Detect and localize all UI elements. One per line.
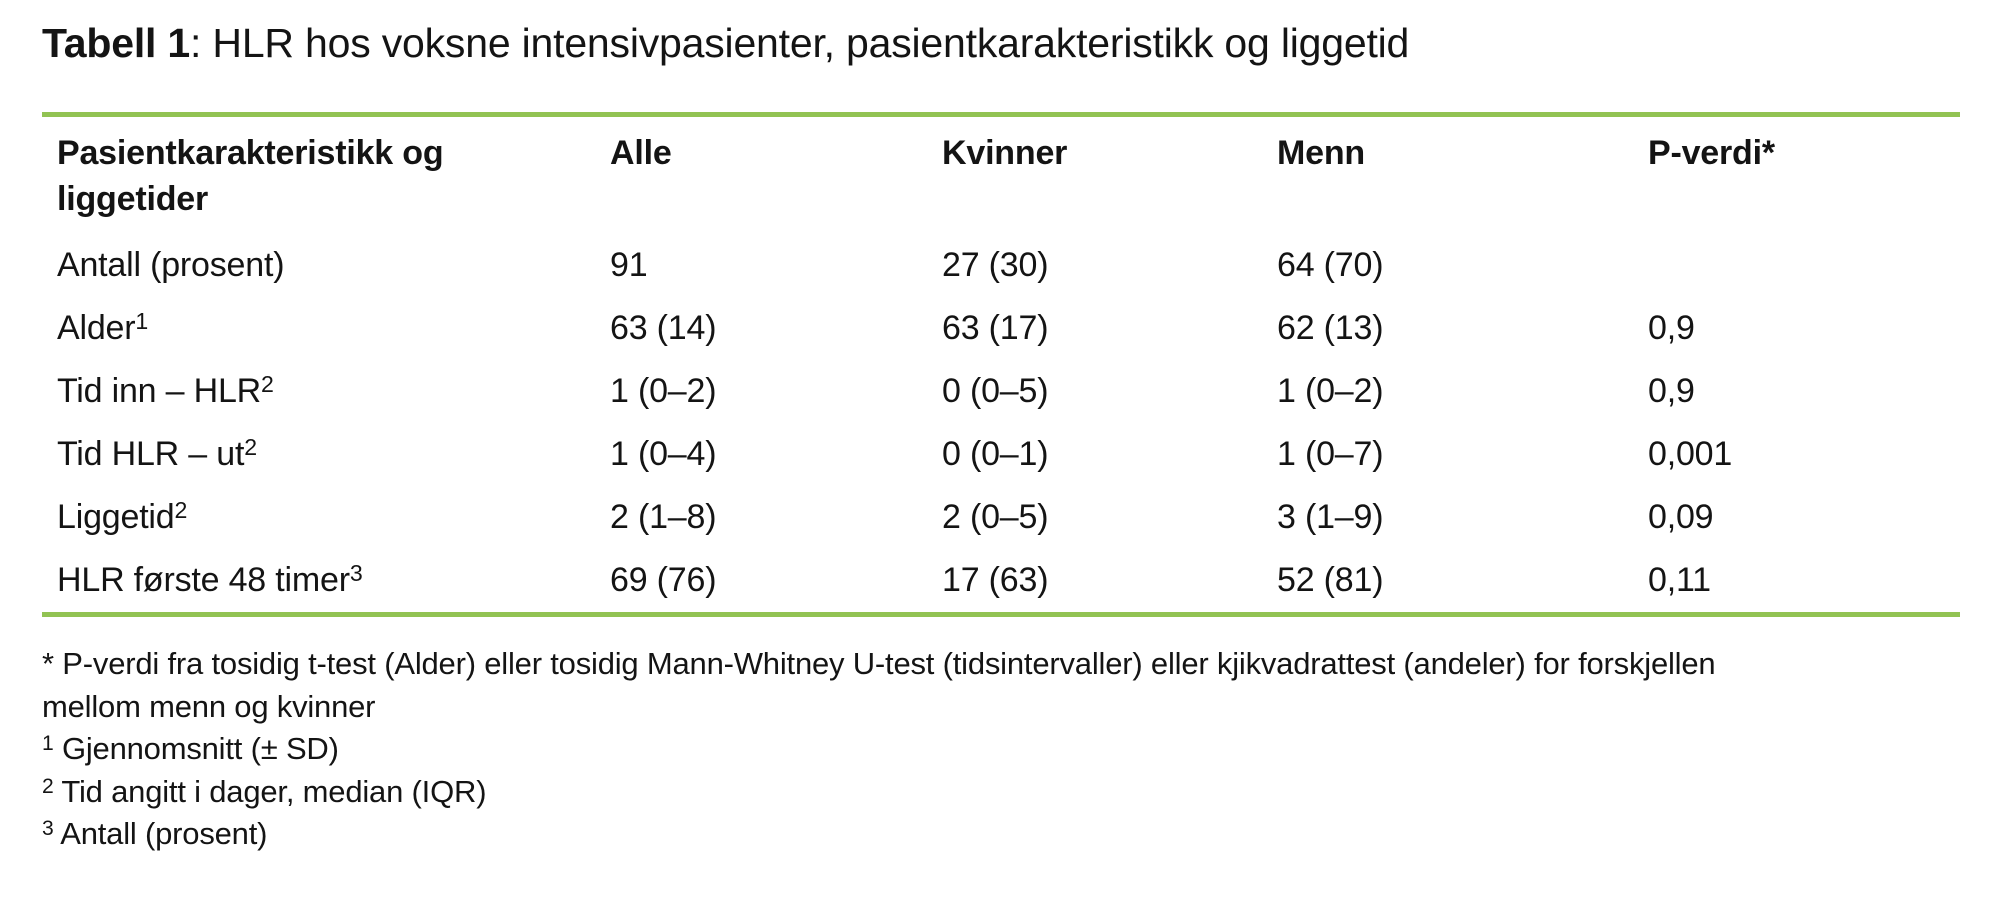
cell-menn: 3 (1–9) [1277,498,1384,536]
footnote-marker: 3 [42,817,54,841]
footnote-reference: 1 [135,308,149,335]
cell-kvinner: 17 (63) [942,561,1049,599]
row-label: Liggetid2 [57,497,188,536]
footnote-marker: 2 [42,774,54,798]
cell-kvinner: 2 (0–5) [942,498,1049,536]
cell-p-verdi [1633,234,1960,297]
patient-characteristics-table: Pasientkarakteristikk og liggetider Alle… [42,112,1960,617]
footnote-text: Tid angitt i dager, median (IQR) [61,773,487,809]
column-header-menn: Menn [1277,134,1365,172]
footnote-text: mellom menn og kvinner [42,688,376,724]
footnote-reference: 2 [244,434,257,461]
cell-alle: 1 (0–2) [610,372,717,410]
cell-alle: 69 (76) [610,561,717,599]
cell-p-verdi: 0,001 [1648,435,1733,473]
table-title-label: Tabell 1 [42,20,191,66]
cell-menn: 52 (81) [1277,561,1384,599]
cell-kvinner: 0 (0–1) [942,435,1049,473]
cell-p-verdi: 0,9 [1648,372,1695,410]
table-title-text: : HLR hos voksne intensivpasienter, pasi… [190,20,1410,66]
footnote-line: 2 Tid angitt i dager, median (IQR) [42,771,1958,814]
row-label: Tid HLR – ut2 [57,434,257,473]
cell-menn: 1 (0–2) [1277,372,1384,410]
table-row: Tid inn – HLR2 1 (0–2) 0 (0–5) 1 (0–2) 0,9 [42,360,1960,423]
footnote-text: P-verdi fra tosidig t-test (Alder) eller… [62,646,1716,681]
row-label: Tid inn – HLR2 [57,371,274,410]
footnote-marker: 1 [42,732,54,756]
footnote-reference: 2 [261,371,274,398]
table-row: HLR første 48 timer3 69 (76) 17 (63) 52 (81… [42,549,1960,615]
row-label: Antall (prosent) [57,246,285,284]
cell-kvinner: 0 (0–5) [942,372,1049,410]
footnote-line: 3 Antall (prosent) [42,813,1958,856]
table-body: Antall (prosent) 91 27 (30) 64 (70) Alder1 63… [42,234,1960,615]
cell-p-verdi: 0,09 [1648,498,1714,536]
column-header-characteristics: Pasientkarakteristikk og liggetider [57,134,444,218]
column-header-p-verdi: P-verdi* [1648,134,1775,172]
table-header: Pasientkarakteristikk og liggetider Alle… [42,115,1960,235]
column-header-kvinner: Kvinner [942,134,1068,172]
table-row: Alder1 63 (14) 63 (17) 62 (13) 0,9 [42,297,1960,360]
cell-menn: 62 (13) [1277,309,1384,347]
footnote-line: * P-verdi fra tosidig t-test (Alder) ell… [42,643,1958,686]
table-row: Liggetid2 2 (1–8) 2 (0–5) 3 (1–9) 0,09 [42,486,1960,549]
row-label: Alder1 [57,308,149,347]
table-header-row: Pasientkarakteristikk og liggetider Alle… [42,115,1960,235]
footnote-text: Antall (prosent) [60,816,268,851]
cell-kvinner: 63 (17) [942,309,1049,347]
column-header-alle: Alle [610,134,672,172]
footnotes: * P-verdi fra tosidig t-test (Alder) ell… [42,643,1958,856]
cell-kvinner: 27 (30) [942,246,1049,284]
footnote-line: mellom menn og kvinner [42,686,1958,729]
cell-p-verdi: 0,11 [1648,561,1711,599]
table-row: Tid HLR – ut2 1 (0–4) 0 (0–1) 1 (0–7) 0,001 [42,423,1960,486]
table-row: Antall (prosent) 91 27 (30) 64 (70) [42,234,1960,297]
table-title: Tabell 1: HLR hos voksne intensivpasient… [42,18,1958,68]
cell-alle: 63 (14) [610,309,717,347]
cell-menn: 1 (0–7) [1277,435,1384,473]
row-label: HLR første 48 timer3 [57,560,363,599]
footnote-text: Gjennomsnitt (± SD) [61,731,339,766]
footnote-marker: * [42,646,54,681]
cell-alle: 2 (1–8) [610,498,717,536]
cell-alle: 1 (0–4) [610,435,717,473]
cell-p-verdi: 0,9 [1648,309,1695,347]
cell-alle: 91 [610,246,648,284]
cell-menn: 64 (70) [1277,246,1384,284]
footnote-reference: 3 [349,560,363,587]
footnote-line: 1 Gjennomsnitt (± SD) [42,728,1958,771]
footnote-reference: 2 [174,497,188,524]
